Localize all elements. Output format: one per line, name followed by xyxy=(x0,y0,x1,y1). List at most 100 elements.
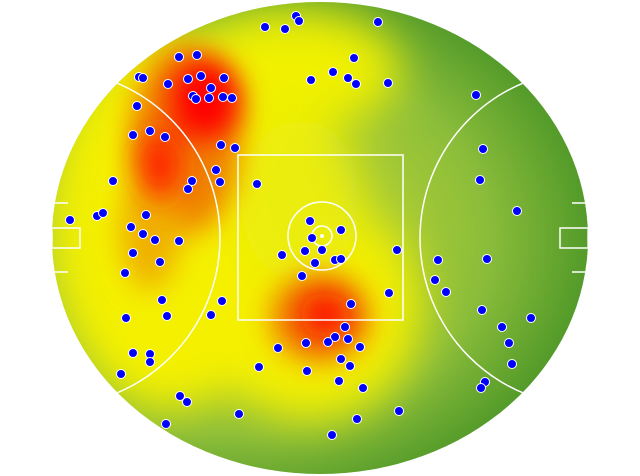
point xyxy=(352,414,362,424)
point xyxy=(351,79,361,89)
point xyxy=(478,144,488,154)
point xyxy=(497,322,507,332)
point xyxy=(217,296,227,306)
point xyxy=(477,305,487,315)
point xyxy=(234,409,244,419)
point xyxy=(162,311,172,321)
point xyxy=(65,215,75,225)
point xyxy=(330,332,340,342)
point xyxy=(433,255,443,265)
point xyxy=(305,216,315,226)
point xyxy=(345,361,355,371)
point xyxy=(121,313,131,323)
point xyxy=(98,208,108,218)
point xyxy=(183,74,193,84)
point xyxy=(336,254,346,264)
point xyxy=(394,406,404,416)
point xyxy=(254,362,264,372)
point xyxy=(126,222,136,232)
point xyxy=(204,93,214,103)
point xyxy=(161,419,171,429)
point xyxy=(273,343,283,353)
point xyxy=(163,79,173,89)
point xyxy=(145,126,155,136)
point xyxy=(512,206,522,216)
point xyxy=(175,391,185,401)
point xyxy=(108,176,118,186)
point xyxy=(174,236,184,246)
point xyxy=(358,383,368,393)
point xyxy=(507,359,517,369)
point xyxy=(471,90,481,100)
point xyxy=(182,397,192,407)
point xyxy=(230,143,240,153)
point xyxy=(155,257,165,267)
point xyxy=(310,258,320,268)
point xyxy=(302,366,312,376)
point xyxy=(187,176,197,186)
point xyxy=(128,130,138,140)
point xyxy=(383,78,393,88)
point xyxy=(138,229,148,239)
point xyxy=(211,165,221,175)
centre-dot xyxy=(320,234,324,238)
point xyxy=(128,248,138,258)
point xyxy=(116,369,126,379)
point xyxy=(343,334,353,344)
point xyxy=(327,430,337,440)
point xyxy=(475,175,485,185)
point xyxy=(476,383,486,393)
point xyxy=(138,73,148,83)
point xyxy=(150,235,160,245)
point xyxy=(307,233,317,243)
point xyxy=(294,16,304,26)
point xyxy=(349,53,359,63)
point xyxy=(260,22,270,32)
point xyxy=(280,24,290,34)
point xyxy=(227,93,237,103)
point xyxy=(206,83,216,93)
point xyxy=(216,140,226,150)
point xyxy=(355,342,365,352)
point xyxy=(504,338,514,348)
point xyxy=(196,71,206,81)
point xyxy=(300,246,310,256)
point xyxy=(430,275,440,285)
point xyxy=(141,210,151,220)
point xyxy=(482,254,492,264)
point xyxy=(174,52,184,62)
point xyxy=(145,357,155,367)
point xyxy=(301,338,311,348)
point xyxy=(526,313,536,323)
point xyxy=(343,73,353,83)
point xyxy=(317,245,327,255)
point xyxy=(128,348,138,358)
field-lines xyxy=(52,69,588,407)
point xyxy=(336,225,346,235)
point xyxy=(219,73,229,83)
point xyxy=(340,322,350,332)
point xyxy=(334,376,344,386)
point xyxy=(252,179,262,189)
point xyxy=(183,184,193,194)
point xyxy=(192,50,202,60)
point xyxy=(328,67,338,77)
point xyxy=(132,101,142,111)
point xyxy=(346,299,356,309)
point xyxy=(206,310,216,320)
point xyxy=(384,288,394,298)
point xyxy=(323,337,333,347)
point xyxy=(218,92,228,102)
point xyxy=(277,250,287,260)
point xyxy=(297,271,307,281)
point xyxy=(120,268,130,278)
point xyxy=(336,354,346,364)
point xyxy=(392,245,402,255)
point xyxy=(306,75,316,85)
point xyxy=(191,94,201,104)
point xyxy=(373,17,383,27)
point xyxy=(215,177,225,187)
point xyxy=(157,295,167,305)
